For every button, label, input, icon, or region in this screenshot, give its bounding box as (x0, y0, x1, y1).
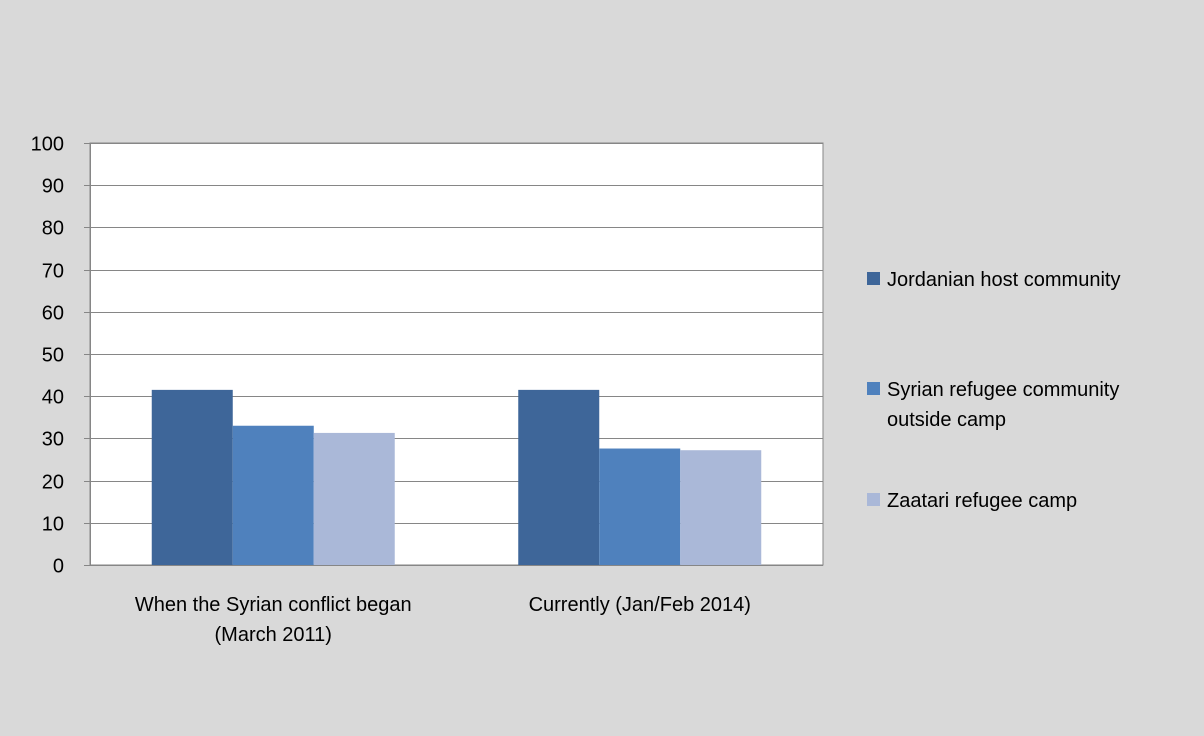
bar (151, 389, 233, 565)
bar (313, 432, 395, 565)
legend-label: Zaatari refugee camp (887, 490, 1077, 512)
legend-swatch (867, 272, 880, 285)
legend-label: Syrian refugee community outside camp (887, 379, 1119, 431)
x-tick-label-line: (March 2011) (215, 624, 332, 646)
bar (599, 448, 681, 565)
y-tick-label: 0 (53, 556, 64, 578)
y-tick-label: 40 (42, 387, 64, 409)
y-tick-label: 20 (42, 472, 64, 494)
y-tick-label: 50 (42, 345, 64, 367)
x-tick-label: When the Syrian conflict began (March 201… (135, 594, 412, 646)
bar (680, 450, 762, 565)
legend-swatch (867, 493, 880, 506)
legend-label-line: Zaatari refugee camp (887, 490, 1077, 512)
legend-label-line: Syrian refugee community (887, 379, 1119, 401)
legend-label-line: Jordanian host community (887, 269, 1120, 291)
y-tick-label: 90 (42, 176, 64, 198)
x-tick-label-line: When the Syrian conflict began (135, 594, 412, 616)
x-tick-label-line: Currently (Jan/Feb 2014) (529, 594, 751, 616)
legend-label-line: outside camp (887, 409, 1006, 431)
y-tick-label: 10 (42, 514, 64, 536)
y-tick-label: 100 (31, 134, 64, 156)
x-tick-label: Currently (Jan/Feb 2014) (529, 594, 751, 616)
bar (232, 425, 314, 565)
y-tick-label: 70 (42, 261, 64, 283)
legend-label: Jordanian host community (887, 269, 1120, 291)
y-tick-label: 80 (42, 218, 64, 240)
y-tick-label: 30 (42, 429, 64, 451)
y-tick-label: 60 (42, 303, 64, 325)
legend-swatch (867, 382, 880, 395)
bar (518, 389, 600, 565)
